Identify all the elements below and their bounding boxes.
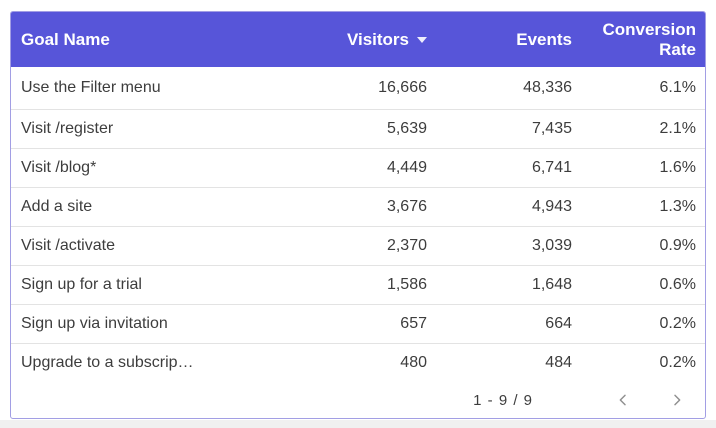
chevron-left-icon (619, 394, 626, 406)
table-row: Upgrade to a subscrip… 480 484 0.2% (11, 343, 705, 382)
visitors-cell: 3,676 (386, 198, 427, 215)
table-header-row: Goal Name Visitors Events Conversion Rat… (11, 12, 705, 67)
conversion-rate-cell: 1.6% (659, 159, 696, 176)
goal-name-cell: Add a site (21, 198, 93, 215)
page-background-strip (0, 420, 716, 428)
conversion-rate-cell: 6.1% (659, 79, 696, 96)
column-header-events[interactable]: Events (516, 29, 572, 49)
visitors-cell: 4,449 (386, 159, 427, 176)
column-header-visitors-label: Visitors (346, 29, 409, 49)
visitors-cell: 1,586 (386, 276, 427, 293)
table-row: Use the Filter menu 16,666 48,336 6.1% (11, 67, 705, 109)
conversion-rate-cell: 2.1% (659, 120, 696, 137)
goal-name-cell: Visit /activate (21, 237, 115, 254)
events-cell: 664 (545, 315, 572, 332)
events-cell: 3,039 (531, 237, 572, 254)
pagination-next-button[interactable] (667, 389, 687, 411)
goal-name-cell: Sign up for a trial (21, 276, 142, 293)
visitors-cell: 5,639 (386, 120, 427, 137)
goal-name-cell: Visit /register (21, 120, 114, 137)
events-cell: 7,435 (531, 120, 572, 137)
goal-name-cell: Use the Filter menu (21, 79, 161, 96)
conversion-rate-cell: 0.6% (659, 276, 696, 293)
visitors-cell: 16,666 (378, 79, 427, 96)
goals-table: Goal Name Visitors Events Conversion Rat… (10, 11, 706, 419)
conversion-rate-cell: 0.2% (659, 354, 696, 371)
visitors-cell: 657 (400, 315, 427, 332)
table-row: Sign up via invitation 657 664 0.2% (11, 304, 705, 343)
table-row: Visit /register 5,639 7,435 2.1% (11, 109, 705, 148)
pagination-range-label: 1 - 9 / 9 (473, 391, 533, 409)
table-row: Sign up for a trial 1,586 1,648 0.6% (11, 265, 705, 304)
table-row: Add a site 3,676 4,943 1.3% (11, 187, 705, 226)
column-header-conversion-rate[interactable]: Conversion Rate (602, 19, 696, 59)
events-cell: 48,336 (523, 79, 572, 96)
events-cell: 1,648 (531, 276, 572, 293)
conversion-rate-cell: 1.3% (659, 198, 696, 215)
pagination-prev-button[interactable] (613, 389, 633, 411)
visitors-cell: 480 (400, 354, 427, 371)
pagination-bar: 1 - 9 / 9 (11, 382, 705, 418)
column-header-goal-name[interactable]: Goal Name (21, 29, 110, 49)
goal-name-cell: Upgrade to a subscrip… (21, 354, 194, 371)
sort-desc-icon (417, 36, 427, 43)
table-body: Use the Filter menu 16,666 48,336 6.1% V… (11, 67, 705, 382)
events-cell: 4,943 (531, 198, 572, 215)
goal-name-cell: Sign up via invitation (21, 315, 168, 332)
goal-name-cell: Visit /blog* (21, 159, 97, 176)
conversion-rate-cell: 0.9% (659, 237, 696, 254)
conversion-rate-cell: 0.2% (659, 315, 696, 332)
column-header-visitors[interactable]: Visitors (309, 30, 427, 50)
events-cell: 6,741 (531, 159, 572, 176)
visitors-cell: 2,370 (386, 237, 427, 254)
table-row: Visit /activate 2,370 3,039 0.9% (11, 226, 705, 265)
chevron-right-icon (674, 394, 681, 406)
table-row: Visit /blog* 4,449 6,741 1.6% (11, 148, 705, 187)
events-cell: 484 (545, 354, 572, 371)
